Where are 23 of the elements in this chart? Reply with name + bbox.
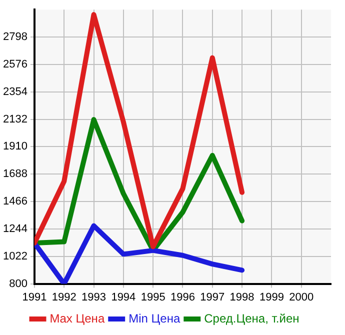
- x-tick-label: 1993: [82, 291, 106, 304]
- y-tick-label: 1688: [2, 168, 28, 180]
- x-tick-label: 1997: [200, 291, 225, 304]
- y-tick-label: 2132: [2, 113, 28, 126]
- y-tick-label: 1022: [2, 250, 28, 262]
- y-tick-label: 1910: [2, 140, 28, 153]
- x-tick-label: 1996: [170, 291, 195, 304]
- x-tick-label: 1995: [140, 291, 166, 304]
- x-tick-label: 1991: [22, 291, 47, 304]
- x-tick-label: 1998: [230, 291, 254, 304]
- y-tick-label: 800: [9, 278, 28, 290]
- legend-label: Сред.Цена, т.йен: [204, 311, 300, 326]
- y-tick-label: 1466: [2, 196, 28, 208]
- y-tick-label: 2798: [2, 31, 28, 44]
- x-tick-label: 1999: [259, 291, 284, 304]
- x-tick-label: 2000: [289, 291, 314, 304]
- y-tick-label: 2354: [2, 86, 28, 98]
- x-tick-label: 1994: [111, 291, 136, 304]
- legend-label: Min Цена: [128, 311, 180, 326]
- y-tick-label: 1244: [2, 222, 28, 235]
- legend-label: Max Цена: [50, 311, 105, 326]
- x-tick-label: 1992: [52, 291, 76, 304]
- y-tick-label: 2576: [2, 58, 28, 70]
